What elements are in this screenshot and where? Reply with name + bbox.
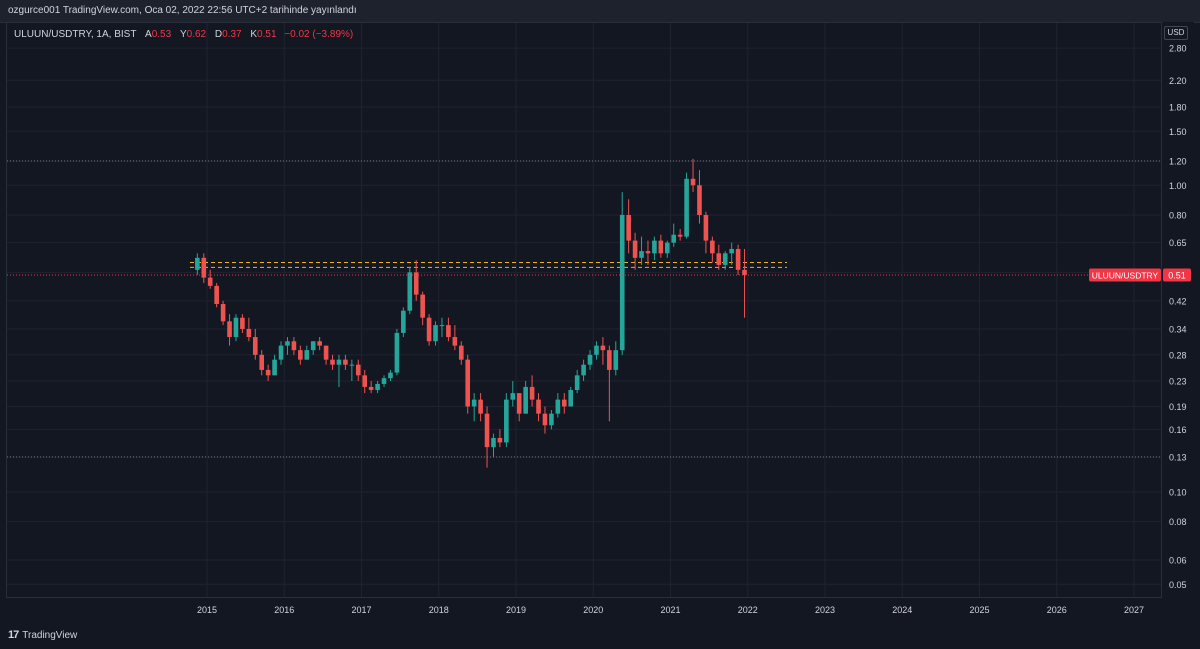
tradingview-logo-mark-icon: 17 (8, 629, 19, 641)
publish-header-bar: ozgurce001 TradingView.com, Oca 02, 2022… (0, 0, 1200, 23)
legend-low-value: 0.37 (222, 29, 242, 40)
legend-close-label: K (250, 29, 258, 40)
publish-info-text: ozgurce001 TradingView.com, Oca 02, 2022… (8, 5, 357, 16)
currency-badge[interactable]: USD (1164, 26, 1188, 40)
chart-legend: ULUUN/USDTRY, 1A, BIST A0.53 Y0.62 D0.37… (14, 29, 353, 40)
legend-symbol[interactable]: ULUUN/USDTRY, 1A, BIST (14, 29, 137, 40)
legend-high-value: 0.62 (186, 29, 207, 40)
legend-change: −0.02 (−3.89%) (284, 29, 354, 40)
footer-bar (0, 622, 1200, 649)
legend-low-label: D (214, 29, 223, 40)
legend-close-value: 0.51 (257, 29, 277, 40)
price-scale[interactable] (1162, 22, 1194, 598)
legend-open-label: A (145, 29, 152, 40)
legend-open-value: 0.53 (151, 29, 172, 40)
legend-high-label: Y (179, 29, 187, 40)
chart-pane[interactable] (6, 22, 1162, 598)
tradingview-logo-text: TradingView (22, 629, 78, 641)
tradingview-logo[interactable]: 17 TradingView (8, 629, 77, 641)
time-scale[interactable] (6, 598, 1162, 622)
